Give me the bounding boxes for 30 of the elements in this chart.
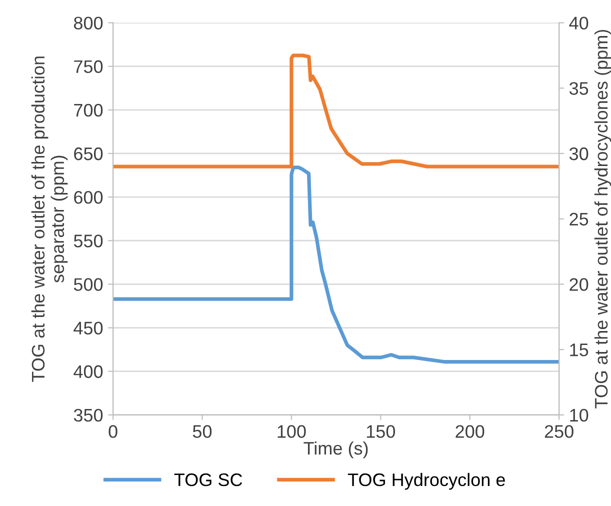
y2-tick-label: 15 bbox=[570, 344, 588, 356]
y2-axis-title: TOG at the water outlet of hydrocyclones (ppm) bbox=[594, 30, 611, 408]
y2-tick-label: 25 bbox=[570, 212, 588, 226]
y-tick-label: 650 bbox=[74, 147, 103, 160]
y-tick-label: 800 bbox=[74, 16, 103, 30]
y-tick-label: 600 bbox=[74, 190, 103, 204]
y2-tick-label: 35 bbox=[569, 82, 588, 95]
y-tick-label: 500 bbox=[74, 278, 103, 291]
x-tick-label: 100 bbox=[278, 425, 306, 438]
line-series bbox=[113, 166, 560, 364]
y-axis-title: TOG at the water outlet of the production separator (ppm) bbox=[31, 56, 68, 382]
x-tick-label: 0 bbox=[108, 425, 118, 438]
x-tick-label: 200 bbox=[456, 425, 484, 438]
y2-tick-label: 40 bbox=[569, 16, 588, 30]
y-tick-label: 350 bbox=[74, 408, 103, 422]
y-tick-label: 400 bbox=[74, 365, 103, 378]
x-tick-label: 150 bbox=[366, 425, 396, 438]
y2-tick-label: 30 bbox=[569, 147, 588, 160]
x-axis-title: Time (s) bbox=[304, 441, 368, 458]
y-tick-label: 550 bbox=[74, 234, 103, 248]
y-tick-label: 700 bbox=[74, 104, 103, 117]
y-tick-label: 750 bbox=[74, 60, 103, 74]
legend-label: TOG SC bbox=[174, 473, 242, 486]
y-tick-label: 450 bbox=[74, 322, 103, 334]
y2-tick-label: 20 bbox=[570, 278, 588, 291]
x-tick-label: 50 bbox=[192, 425, 212, 438]
legend-label: TOG Hydrocyclon e bbox=[348, 472, 505, 490]
x-tick-label: 250 bbox=[544, 425, 574, 438]
line-series bbox=[113, 54, 560, 168]
y2-tick-label: 10 bbox=[570, 408, 588, 422]
